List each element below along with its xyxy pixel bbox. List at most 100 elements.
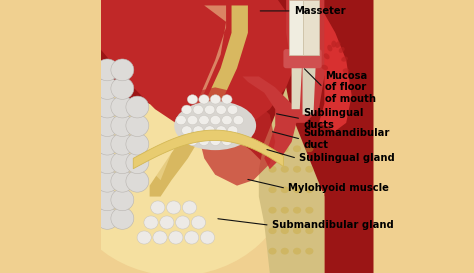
Ellipse shape (268, 207, 277, 213)
Ellipse shape (305, 145, 313, 152)
Polygon shape (100, 0, 374, 273)
Ellipse shape (182, 126, 192, 135)
Ellipse shape (210, 136, 220, 146)
Text: Masseter: Masseter (294, 6, 346, 16)
Ellipse shape (305, 227, 313, 234)
Ellipse shape (61, 63, 293, 273)
Ellipse shape (293, 207, 301, 213)
Ellipse shape (176, 115, 186, 125)
Ellipse shape (160, 216, 174, 229)
Polygon shape (289, 0, 302, 55)
Polygon shape (286, 0, 324, 123)
Ellipse shape (182, 105, 192, 114)
Ellipse shape (222, 136, 232, 146)
Ellipse shape (193, 126, 203, 135)
Ellipse shape (305, 248, 313, 254)
Ellipse shape (111, 78, 134, 99)
Ellipse shape (293, 145, 301, 152)
Ellipse shape (199, 136, 209, 146)
Ellipse shape (111, 133, 134, 155)
Ellipse shape (210, 95, 220, 104)
Ellipse shape (111, 59, 134, 81)
Text: Sublingual gland: Sublingual gland (299, 153, 395, 163)
Ellipse shape (96, 152, 119, 174)
Text: Mucosa
of floor
of mouth: Mucosa of floor of mouth (325, 71, 376, 104)
Polygon shape (302, 55, 316, 115)
Ellipse shape (111, 96, 134, 118)
FancyBboxPatch shape (283, 49, 322, 68)
Ellipse shape (166, 201, 181, 214)
Ellipse shape (111, 189, 134, 211)
Ellipse shape (335, 41, 340, 48)
Ellipse shape (175, 216, 190, 229)
Ellipse shape (191, 216, 206, 229)
Ellipse shape (174, 101, 256, 150)
Ellipse shape (293, 248, 301, 254)
Ellipse shape (222, 115, 232, 125)
Ellipse shape (126, 115, 149, 136)
Ellipse shape (233, 115, 244, 125)
Text: Submandibular
duct: Submandibular duct (303, 128, 390, 150)
Ellipse shape (281, 166, 289, 173)
Text: Submandibular gland: Submandibular gland (272, 220, 394, 230)
Ellipse shape (201, 231, 215, 244)
Ellipse shape (144, 216, 158, 229)
Ellipse shape (199, 95, 209, 104)
Ellipse shape (111, 152, 134, 174)
Ellipse shape (281, 227, 289, 234)
Ellipse shape (193, 105, 203, 114)
Ellipse shape (182, 201, 197, 214)
Ellipse shape (126, 152, 149, 174)
Ellipse shape (327, 45, 332, 51)
Ellipse shape (222, 95, 232, 104)
Ellipse shape (96, 133, 119, 155)
Ellipse shape (331, 41, 336, 48)
Ellipse shape (293, 186, 301, 193)
Polygon shape (133, 130, 283, 169)
Ellipse shape (126, 96, 149, 118)
Ellipse shape (343, 68, 349, 73)
Ellipse shape (204, 126, 215, 135)
Ellipse shape (268, 186, 277, 193)
Polygon shape (319, 0, 352, 131)
Ellipse shape (96, 115, 119, 136)
Ellipse shape (153, 231, 167, 244)
Ellipse shape (305, 207, 313, 213)
Polygon shape (100, 0, 297, 136)
Polygon shape (292, 55, 302, 109)
Ellipse shape (268, 145, 277, 152)
Ellipse shape (96, 59, 119, 81)
Text: Sublingual
ducts: Sublingual ducts (303, 108, 364, 130)
Polygon shape (243, 76, 297, 169)
Ellipse shape (281, 186, 289, 193)
Ellipse shape (216, 105, 227, 114)
Ellipse shape (204, 105, 215, 114)
Ellipse shape (96, 189, 119, 211)
Polygon shape (150, 5, 248, 197)
Ellipse shape (281, 207, 289, 213)
Ellipse shape (321, 65, 328, 70)
Ellipse shape (324, 53, 329, 59)
Ellipse shape (187, 136, 198, 146)
Ellipse shape (281, 145, 289, 152)
Ellipse shape (126, 133, 149, 155)
Ellipse shape (137, 231, 151, 244)
Ellipse shape (199, 115, 209, 125)
Ellipse shape (210, 115, 220, 125)
Polygon shape (259, 87, 324, 273)
Ellipse shape (268, 227, 277, 234)
Ellipse shape (151, 201, 165, 214)
Polygon shape (177, 87, 275, 186)
Polygon shape (302, 0, 319, 55)
Ellipse shape (187, 115, 198, 125)
Polygon shape (155, 5, 226, 180)
Ellipse shape (111, 207, 134, 229)
Ellipse shape (96, 78, 119, 99)
Ellipse shape (339, 47, 345, 53)
Ellipse shape (111, 115, 134, 136)
Ellipse shape (281, 248, 289, 254)
Ellipse shape (216, 126, 227, 135)
Text: Mylohyoid muscle: Mylohyoid muscle (288, 183, 389, 193)
Ellipse shape (293, 227, 301, 234)
Ellipse shape (187, 95, 198, 104)
